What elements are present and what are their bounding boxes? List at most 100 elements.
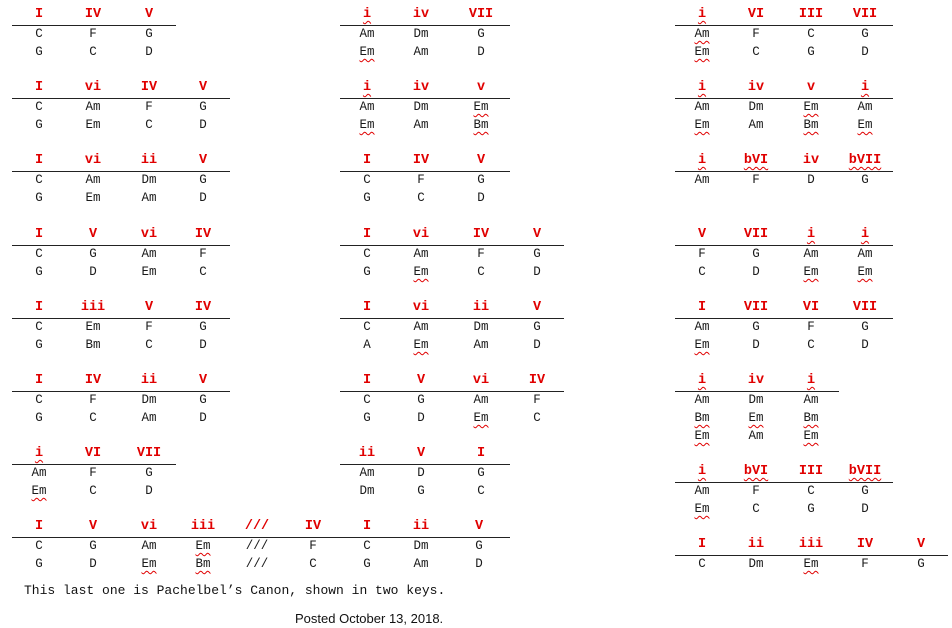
chord-row: Em Am Bm Em: [675, 116, 893, 134]
roman-numeral: i: [34, 446, 44, 461]
chord-name: D: [477, 45, 485, 59]
chord-name: D: [417, 466, 425, 480]
chord-name: Bm: [85, 338, 101, 352]
chord-name: Am: [141, 411, 157, 425]
roman-numeral: VII: [852, 300, 878, 315]
roman-numeral: V: [198, 80, 208, 95]
chord-name: Am: [694, 484, 710, 498]
progression-numerals: i VI VII: [12, 446, 176, 464]
progression-numerals: I VII VI VII: [675, 300, 893, 318]
roman-numeral: IV: [856, 537, 874, 552]
divider-line: [675, 171, 893, 172]
roman-numeral: I: [34, 80, 44, 95]
chord-name: Am: [359, 100, 375, 114]
chord-name: Am: [413, 557, 429, 571]
chord-row: G D Em C: [340, 409, 564, 427]
roman-numeral: V: [474, 519, 484, 534]
roman-numeral: I: [34, 153, 44, 168]
progression-l7: i VI VII Am F G Em C D: [12, 446, 176, 500]
chord-name: D: [199, 338, 207, 352]
chord-name: Em: [803, 557, 819, 571]
chord-name: Bm: [195, 557, 211, 571]
chord-row: Am G F G: [675, 318, 893, 336]
chord-name: Am: [31, 466, 47, 480]
progression-numerals: i iv v i: [675, 80, 893, 98]
chord-row: G Em C D: [12, 116, 230, 134]
chord-row: C Am F G: [12, 98, 230, 116]
chord-name: Em: [359, 118, 375, 132]
chord-name: C: [35, 27, 43, 41]
chord-row: Em Am Em: [675, 427, 839, 445]
chord-name: Em: [85, 118, 101, 132]
chord-name: Em: [141, 265, 157, 279]
chord-name: F: [533, 393, 541, 407]
roman-numeral: bVI: [743, 153, 769, 168]
chord-row: Am F C G: [675, 482, 893, 500]
chord-row: C F Dm G: [12, 391, 230, 409]
chord-name: Em: [694, 429, 710, 443]
roman-numeral: i: [697, 153, 707, 168]
chord-name: G: [752, 247, 760, 261]
chord-row: Em D C D: [675, 336, 893, 354]
roman-numeral: V: [198, 373, 208, 388]
chord-name: G: [35, 191, 43, 205]
roman-numeral: VII: [743, 300, 769, 315]
chord-name: Am: [694, 100, 710, 114]
roman-numeral: V: [416, 373, 426, 388]
chord-name: Am: [473, 393, 489, 407]
chord-name: D: [807, 173, 815, 187]
roman-numeral: I: [34, 373, 44, 388]
chord-name: G: [917, 557, 925, 571]
chord-row: G D Em Bm /// C G Am D: [12, 555, 510, 573]
chord-name: D: [861, 338, 869, 352]
chord-name: F: [199, 247, 207, 261]
roman-numeral: I: [34, 227, 44, 242]
chord-name: Am: [141, 539, 157, 553]
chord-name: Em: [857, 265, 873, 279]
chord-name: G: [807, 502, 815, 516]
chord-row: C G Am F: [12, 245, 230, 263]
chord-name: G: [477, 466, 485, 480]
chord-name: G: [199, 100, 207, 114]
chord-name: G: [477, 27, 485, 41]
roman-numeral: IV: [304, 519, 322, 534]
chord-name: Dm: [141, 173, 157, 187]
divider-line: [675, 318, 893, 319]
roman-numeral: i: [806, 373, 816, 388]
chord-name: F: [145, 100, 153, 114]
chord-row: F G Am Am: [675, 245, 893, 263]
roman-numeral: I: [697, 537, 707, 552]
roman-numeral: v: [806, 80, 816, 95]
progression-m1: i iv VII Am Dm G Em Am D: [340, 7, 510, 61]
divider-line: [340, 25, 510, 26]
chord-name: Dm: [748, 393, 764, 407]
chord-name: Em: [803, 429, 819, 443]
roman-numeral: bVI: [743, 464, 769, 479]
chord-name: D: [475, 557, 483, 571]
chord-name: G: [752, 320, 760, 334]
chord-name: Em: [473, 411, 489, 425]
progression-numerals: i iv v: [340, 80, 510, 98]
chord-name: Bm: [473, 118, 489, 132]
roman-numeral: ii: [412, 519, 430, 534]
chord-name: G: [35, 118, 43, 132]
chord-name: G: [475, 539, 483, 553]
roman-numeral: I: [34, 300, 44, 315]
roman-numeral: I: [362, 519, 372, 534]
roman-numeral: V: [416, 446, 426, 461]
chord-name: Am: [359, 466, 375, 480]
roman-numeral: V: [532, 300, 542, 315]
chord-name: G: [199, 393, 207, 407]
progression-numerals: I IV V: [340, 153, 510, 171]
chord-name: C: [35, 173, 43, 187]
roman-numeral: IV: [140, 80, 158, 95]
chord-name: Em: [694, 118, 710, 132]
chord-name: Em: [413, 265, 429, 279]
chord-name: Em: [694, 45, 710, 59]
progression-numerals: i iv VII: [340, 7, 510, 25]
roman-numeral: VI: [802, 300, 820, 315]
